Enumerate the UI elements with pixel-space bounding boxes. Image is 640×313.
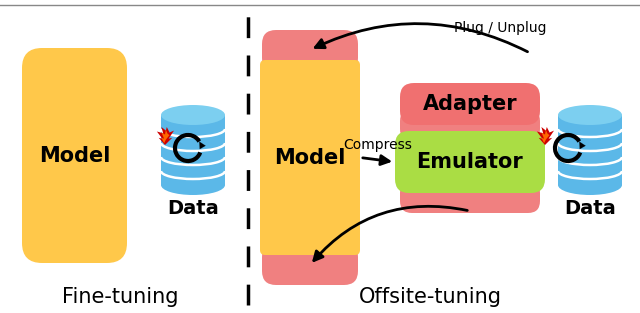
FancyBboxPatch shape bbox=[260, 60, 360, 255]
Text: Plug / Unplug: Plug / Unplug bbox=[454, 21, 547, 35]
Polygon shape bbox=[157, 127, 174, 145]
FancyBboxPatch shape bbox=[22, 48, 127, 263]
Text: Offsite-tuning: Offsite-tuning bbox=[358, 287, 502, 307]
FancyBboxPatch shape bbox=[400, 109, 540, 141]
Text: Fine-tuning: Fine-tuning bbox=[61, 287, 179, 307]
Text: Model: Model bbox=[39, 146, 110, 166]
Polygon shape bbox=[161, 115, 225, 185]
Polygon shape bbox=[161, 130, 170, 143]
Text: Adapter: Adapter bbox=[422, 94, 517, 114]
FancyBboxPatch shape bbox=[395, 131, 545, 193]
Text: Emulator: Emulator bbox=[417, 152, 524, 172]
Ellipse shape bbox=[161, 175, 225, 195]
FancyBboxPatch shape bbox=[400, 181, 540, 213]
FancyBboxPatch shape bbox=[262, 243, 358, 285]
Ellipse shape bbox=[558, 175, 622, 195]
Ellipse shape bbox=[161, 105, 225, 125]
FancyBboxPatch shape bbox=[262, 30, 358, 72]
Polygon shape bbox=[558, 115, 622, 185]
Polygon shape bbox=[537, 127, 554, 145]
Text: Model: Model bbox=[275, 147, 346, 167]
Text: Data: Data bbox=[167, 199, 219, 218]
Polygon shape bbox=[541, 130, 550, 143]
Ellipse shape bbox=[558, 105, 622, 125]
FancyBboxPatch shape bbox=[400, 83, 540, 125]
Text: Compress: Compress bbox=[343, 137, 412, 151]
Text: Data: Data bbox=[564, 199, 616, 218]
